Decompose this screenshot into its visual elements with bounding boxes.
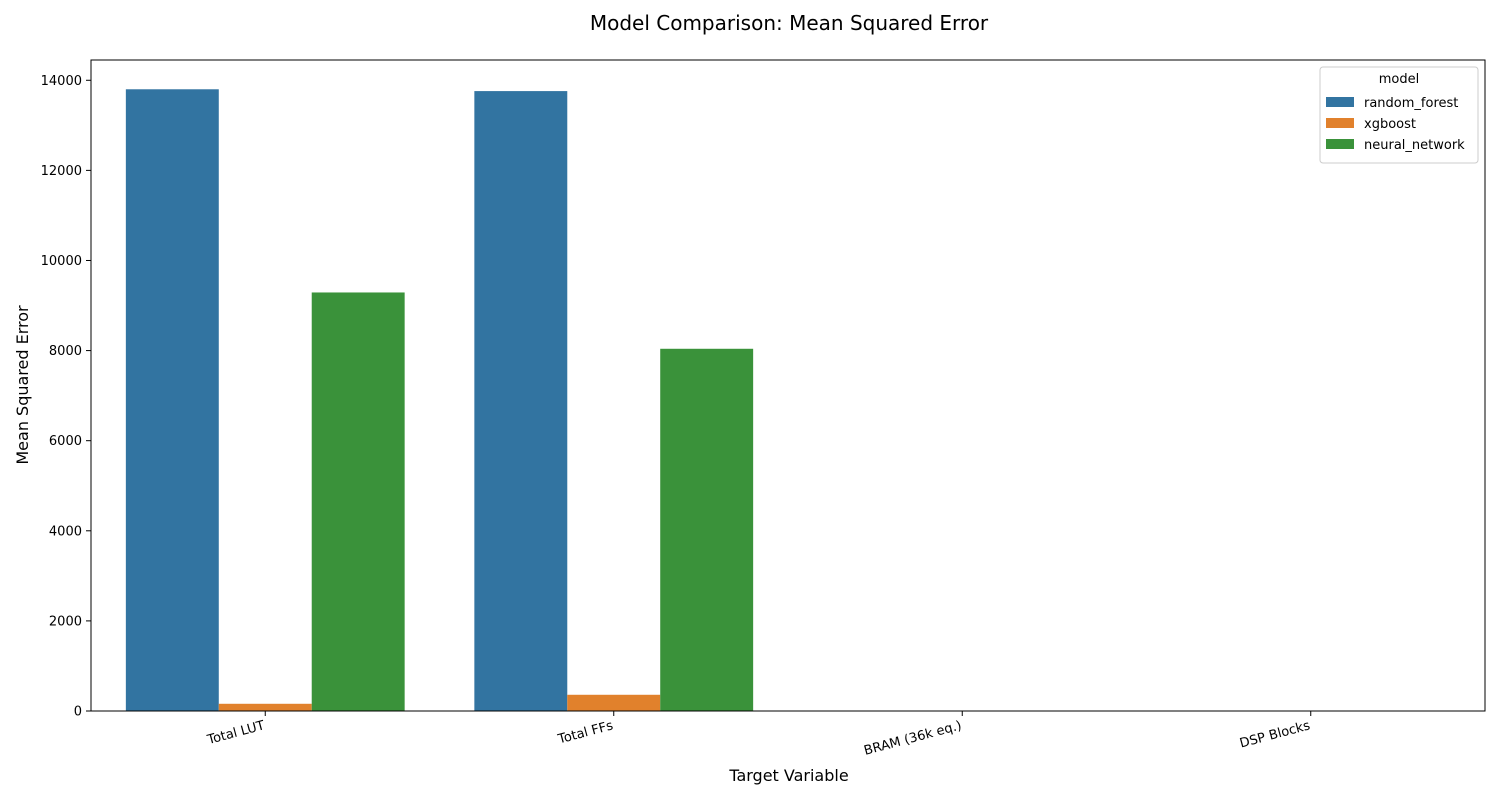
bar-random_forest-1 (474, 91, 568, 712)
x-axis-label: Target Variable (728, 766, 848, 785)
y-axis-ticks: 0 2000 4000 6000 8000 10000 12000 14000 (41, 74, 91, 720)
bar-xgboost-0 (218, 703, 312, 711)
plot-area-frame (90, 59, 1486, 712)
x-tick-label: Total FFs (556, 718, 615, 747)
legend-swatch-random_forest (1326, 97, 1354, 107)
bar-neural_network-1 (660, 348, 754, 711)
legend-swatch-xgboost (1326, 118, 1354, 128)
legend-box (1319, 66, 1479, 164)
y-tick-label: 10000 (41, 254, 82, 269)
y-tick-label: 12000 (41, 164, 82, 179)
y-tick-label: 14000 (41, 74, 82, 89)
legend-title: model (1379, 72, 1419, 87)
y-tick-label: 8000 (49, 344, 82, 359)
legend-label-xgboost: xgboost (1364, 117, 1416, 132)
chart-title: Model Comparison: Mean Squared Error (590, 11, 989, 35)
y-tick-label: 4000 (49, 524, 82, 539)
legend-swatch-neural_network (1326, 139, 1354, 149)
bar-neural_network-0 (311, 292, 405, 711)
legend-label-neural_network: neural_network (1364, 138, 1465, 153)
legend-label-random_forest: random_forest (1364, 96, 1458, 111)
y-tick-label: 0 (74, 705, 82, 720)
bar-xgboost-1 (567, 694, 661, 711)
bars-group (125, 89, 754, 712)
x-tick-label: DSP Blocks (1238, 718, 1312, 751)
x-tick-label: BRAM (36k eq.) (862, 718, 963, 758)
y-axis-label: Mean Squared Error (13, 305, 32, 465)
bar-random_forest-0 (125, 89, 219, 711)
x-tick-label: Total LUT (205, 718, 266, 748)
y-tick-label: 6000 (49, 434, 82, 449)
x-axis-ticks: Total LUT Total FFs BRAM (36k eq.) DSP Bloc… (205, 711, 1312, 759)
y-tick-label: 2000 (49, 614, 82, 629)
